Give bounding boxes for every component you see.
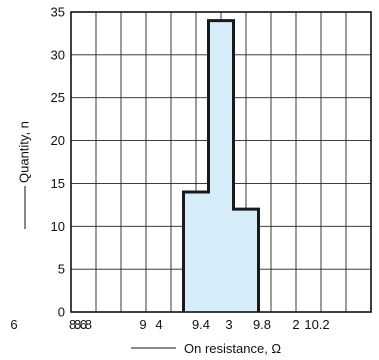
plot-frame (70, 11, 372, 313)
plot-border (70, 11, 372, 313)
x-tick-label: 8.6 (69, 317, 87, 332)
x-tick-label: 4 (155, 317, 162, 332)
x-tick-label: 9.4 (192, 317, 210, 332)
y-axis-title: Quantity, n (16, 121, 31, 229)
y-tick-label: 35 (51, 5, 65, 20)
y-tick-label: 10 (51, 219, 65, 234)
y-tick-label: 25 (51, 90, 65, 105)
y-tick-label: 20 (51, 133, 65, 148)
x-axis-title: On resistance, Ω (131, 341, 281, 356)
x-tick-label: 10.2 (304, 317, 329, 332)
x-tick-label: 8.8 (74, 317, 92, 332)
x-tick-label: 3 (225, 317, 232, 332)
histogram-bar (183, 192, 209, 312)
histogram-bar (208, 20, 234, 312)
histogram-bars (182, 19, 260, 312)
x-tick-label: 2 (292, 317, 299, 332)
x-tick-label: 6 (10, 317, 17, 332)
y-tick-label: 5 (58, 262, 65, 277)
x-tick-label: 9 (139, 317, 146, 332)
histogram-bar (233, 209, 259, 312)
y-tick-labels: 0 5 10 15 20 25 30 35 (51, 5, 65, 320)
x-tick-label: 9.8 (253, 317, 271, 332)
y-axis-label: Quantity, n (16, 121, 31, 183)
x-tick-labels: 6 8.68.8 9 4 9.4 3 9.8 2 10.2 (10, 317, 329, 332)
histogram-outline (182, 19, 260, 312)
y-tick-label: 0 (58, 305, 65, 320)
x-axis-label: On resistance, Ω (184, 341, 281, 356)
y-tick-label: 30 (51, 47, 65, 62)
y-tick-label: 15 (51, 176, 65, 191)
